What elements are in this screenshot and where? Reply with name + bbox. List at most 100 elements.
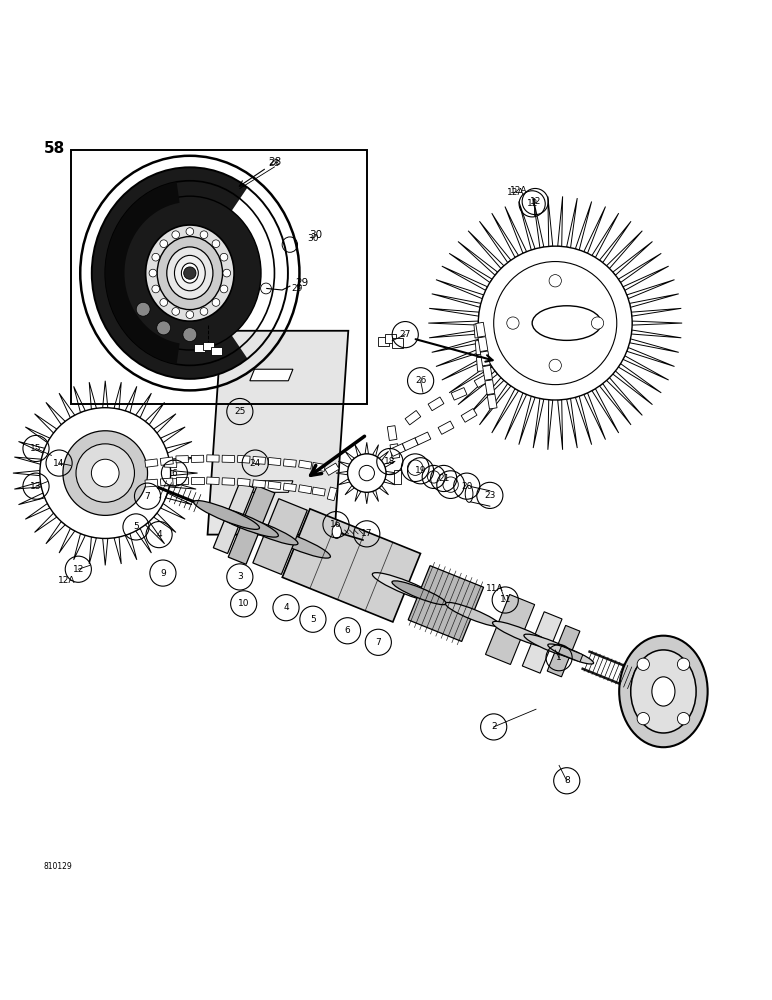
- Polygon shape: [458, 241, 498, 275]
- Ellipse shape: [234, 517, 298, 545]
- Bar: [191, 455, 204, 462]
- Polygon shape: [386, 471, 398, 475]
- Text: 28: 28: [269, 159, 280, 168]
- Ellipse shape: [157, 237, 222, 310]
- Polygon shape: [468, 378, 504, 415]
- Circle shape: [200, 308, 208, 315]
- Circle shape: [183, 328, 197, 342]
- Polygon shape: [623, 266, 669, 290]
- Polygon shape: [373, 445, 378, 456]
- Polygon shape: [523, 612, 562, 673]
- Polygon shape: [575, 396, 591, 445]
- Polygon shape: [575, 201, 591, 250]
- Circle shape: [220, 285, 228, 293]
- Polygon shape: [442, 266, 487, 290]
- Bar: [478, 337, 488, 352]
- Text: 810129: 810129: [44, 862, 73, 871]
- Polygon shape: [505, 393, 527, 440]
- Text: 21: 21: [438, 474, 449, 483]
- Bar: [385, 334, 396, 343]
- Circle shape: [200, 231, 208, 239]
- Polygon shape: [19, 442, 45, 453]
- Bar: [476, 357, 486, 371]
- Polygon shape: [208, 331, 348, 535]
- Polygon shape: [631, 330, 682, 338]
- Polygon shape: [600, 384, 631, 425]
- Polygon shape: [519, 201, 535, 250]
- Bar: [480, 351, 490, 366]
- Polygon shape: [161, 504, 185, 519]
- Bar: [299, 460, 312, 469]
- Polygon shape: [505, 207, 527, 253]
- Polygon shape: [345, 451, 354, 461]
- Ellipse shape: [262, 528, 330, 558]
- Bar: [451, 388, 467, 400]
- Bar: [461, 409, 477, 422]
- Polygon shape: [213, 482, 254, 554]
- Polygon shape: [355, 445, 361, 456]
- Polygon shape: [166, 493, 192, 505]
- Bar: [405, 410, 421, 425]
- Polygon shape: [607, 231, 642, 269]
- Text: 11A: 11A: [486, 584, 504, 593]
- Polygon shape: [627, 280, 675, 299]
- Polygon shape: [103, 381, 108, 408]
- Bar: [312, 487, 325, 496]
- Polygon shape: [166, 442, 192, 453]
- Circle shape: [549, 359, 561, 372]
- Polygon shape: [46, 521, 65, 544]
- Bar: [438, 421, 454, 434]
- Bar: [378, 337, 389, 346]
- Text: 30: 30: [307, 234, 319, 243]
- Polygon shape: [73, 386, 85, 413]
- Text: 17: 17: [361, 529, 373, 538]
- Polygon shape: [13, 471, 40, 476]
- Bar: [176, 456, 188, 463]
- Bar: [237, 455, 250, 463]
- Polygon shape: [492, 213, 519, 257]
- Bar: [222, 478, 235, 485]
- Bar: [487, 394, 497, 409]
- Polygon shape: [169, 457, 196, 464]
- Ellipse shape: [392, 581, 446, 605]
- Polygon shape: [548, 196, 553, 246]
- Bar: [312, 462, 325, 471]
- Bar: [283, 483, 296, 492]
- Ellipse shape: [524, 634, 578, 658]
- Bar: [402, 438, 418, 451]
- Polygon shape: [559, 646, 583, 662]
- Bar: [327, 487, 337, 501]
- Polygon shape: [442, 356, 487, 380]
- Ellipse shape: [652, 677, 675, 706]
- Polygon shape: [567, 198, 577, 248]
- Bar: [476, 322, 486, 337]
- Circle shape: [76, 444, 134, 502]
- Polygon shape: [90, 382, 96, 409]
- Circle shape: [506, 317, 519, 329]
- Bar: [268, 481, 281, 490]
- Bar: [392, 338, 403, 348]
- Ellipse shape: [445, 602, 499, 626]
- Text: 12: 12: [527, 199, 538, 208]
- Circle shape: [149, 269, 157, 277]
- Bar: [415, 432, 431, 445]
- Text: 4: 4: [156, 530, 162, 539]
- Polygon shape: [145, 521, 164, 544]
- Polygon shape: [103, 538, 108, 565]
- Bar: [145, 459, 158, 467]
- Bar: [222, 455, 235, 462]
- Text: 12: 12: [530, 197, 541, 206]
- Bar: [388, 426, 397, 440]
- Polygon shape: [432, 294, 481, 307]
- Bar: [252, 456, 266, 464]
- Polygon shape: [253, 499, 307, 574]
- Polygon shape: [169, 482, 196, 489]
- Ellipse shape: [466, 485, 473, 502]
- Text: 28: 28: [268, 157, 281, 167]
- Polygon shape: [436, 347, 484, 366]
- Bar: [207, 477, 219, 485]
- Polygon shape: [613, 371, 652, 405]
- Ellipse shape: [174, 255, 205, 291]
- Polygon shape: [379, 485, 388, 495]
- Polygon shape: [592, 213, 618, 257]
